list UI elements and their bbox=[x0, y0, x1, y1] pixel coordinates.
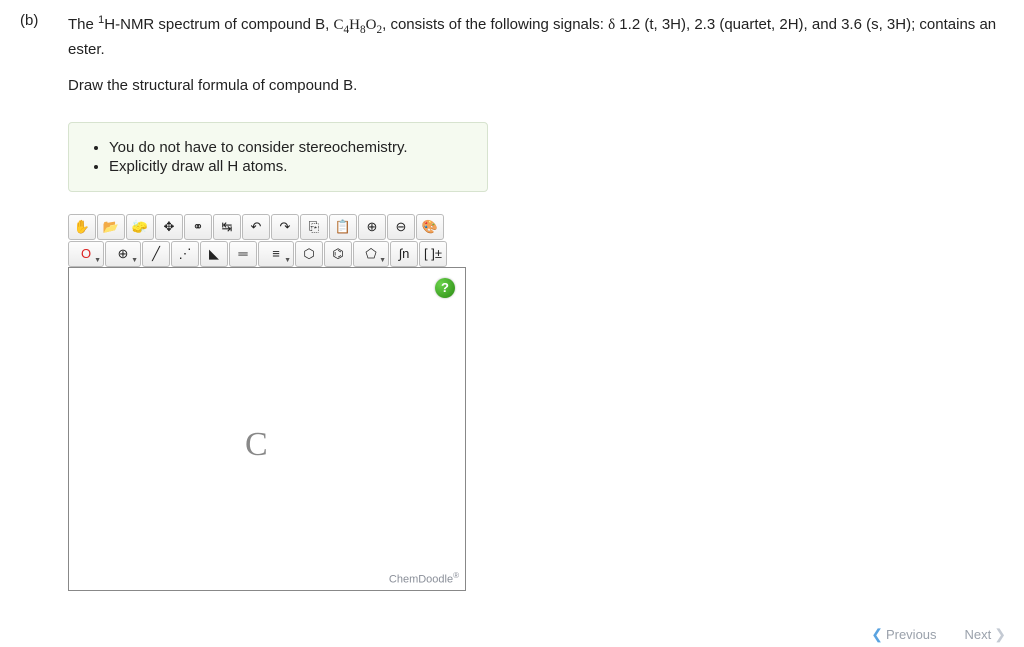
f-pre: C bbox=[334, 17, 344, 33]
hand-icon-glyph: ✋ bbox=[74, 219, 90, 235]
sketcher: ✋📂🧽✥⚭↹↶↷⎘📋⊕⊖🎨 O▼⊕▼╱⋰◣═≡▼⬡⌬⬠▼∫n[ ]± ? C C… bbox=[68, 214, 466, 591]
chevron-right-icon: ❯ bbox=[994, 626, 1006, 643]
chevron-left-icon: ❮ bbox=[871, 626, 883, 643]
part-label: (b) bbox=[20, 12, 68, 29]
single-bond-icon-glyph: ╱ bbox=[152, 246, 160, 262]
previous-button[interactable]: ❮ Previous bbox=[871, 626, 936, 643]
double-bond-icon[interactable]: ═ bbox=[229, 241, 257, 267]
erase-icon[interactable]: 🧽 bbox=[126, 214, 154, 240]
question-prompt: Draw the structural formula of compound … bbox=[68, 75, 1004, 98]
open-icon[interactable]: 📂 bbox=[97, 214, 125, 240]
dropdown-caret-icon: ▼ bbox=[131, 257, 138, 264]
paste-icon[interactable]: 📋 bbox=[329, 214, 357, 240]
hint-box: You do not have to consider stereochemis… bbox=[68, 122, 488, 192]
paste-icon-glyph: 📋 bbox=[335, 219, 351, 235]
formula: C4H8O2 bbox=[334, 17, 383, 33]
dropdown-caret-icon: ▼ bbox=[94, 257, 101, 264]
hint-item: You do not have to consider stereochemis… bbox=[109, 139, 469, 156]
f-mid: H bbox=[349, 17, 360, 33]
chain-icon[interactable]: ∫n bbox=[390, 241, 418, 267]
copy-icon[interactable]: ⎘ bbox=[300, 214, 328, 240]
triple-bond-icon-glyph: ≡ bbox=[272, 246, 280, 261]
element-o-button[interactable]: O▼ bbox=[68, 241, 104, 267]
toolbar-row-2: O▼⊕▼╱⋰◣═≡▼⬡⌬⬠▼∫n[ ]± bbox=[68, 241, 447, 267]
zoomin-icon-glyph: ⊕ bbox=[367, 219, 378, 235]
canvas-placeholder-atom[interactable]: C bbox=[245, 426, 268, 464]
dashed-bond-icon-glyph: ⋰ bbox=[179, 246, 192, 262]
redo-icon[interactable]: ↷ bbox=[271, 214, 299, 240]
next-button[interactable]: Next ❯ bbox=[965, 626, 1006, 643]
zoomout-icon-glyph: ⊖ bbox=[396, 219, 407, 235]
nav-footer: ❮ Previous Next ❯ bbox=[871, 626, 1006, 643]
f-mid2: O bbox=[366, 17, 377, 33]
color-icon[interactable]: 🎨 bbox=[416, 214, 444, 240]
chemdoodle-brand: ChemDoodle® bbox=[389, 571, 459, 586]
redo-icon-glyph: ↷ bbox=[280, 219, 291, 235]
open-icon-glyph: 📂 bbox=[103, 219, 119, 235]
toolbar: ✋📂🧽✥⚭↹↶↷⎘📋⊕⊖🎨 O▼⊕▼╱⋰◣═≡▼⬡⌬⬠▼∫n[ ]± bbox=[68, 214, 466, 267]
flip-icon[interactable]: ↹ bbox=[213, 214, 241, 240]
bracket-icon-glyph: [ ]± bbox=[424, 246, 442, 261]
cyclopentane-icon[interactable]: ⬠▼ bbox=[353, 241, 389, 267]
prev-label: Previous bbox=[886, 627, 937, 642]
benzene-icon[interactable]: ⌬ bbox=[324, 241, 352, 267]
toolbar-row-1: ✋ 📂 🧽 ✥ ⚭ ↹ ↶ ↷ ⎘ 📋 ⊕ ⊖ 🎨 bbox=[68, 214, 444, 240]
charge-icon[interactable]: ⊕▼ bbox=[105, 241, 141, 267]
copy-icon-glyph: ⎘ bbox=[309, 219, 319, 235]
clean-icon[interactable]: ⚭ bbox=[184, 214, 212, 240]
zoomin-icon[interactable]: ⊕ bbox=[358, 214, 386, 240]
chain-icon-glyph: ∫n bbox=[399, 246, 410, 261]
help-icon[interactable]: ? bbox=[435, 278, 455, 298]
cyclohexane-icon-glyph: ⬡ bbox=[303, 246, 314, 262]
center-icon[interactable]: ✥ bbox=[155, 214, 183, 240]
single-bond-icon[interactable]: ╱ bbox=[142, 241, 170, 267]
dropdown-caret-icon: ▼ bbox=[379, 257, 386, 264]
wedge-bond-icon[interactable]: ◣ bbox=[200, 241, 228, 267]
q-pre: The bbox=[68, 16, 98, 33]
drawing-canvas[interactable]: ? C ChemDoodle® bbox=[68, 267, 466, 591]
zoomout-icon[interactable]: ⊖ bbox=[387, 214, 415, 240]
color-icon-glyph: 🎨 bbox=[422, 219, 438, 235]
charge-icon-glyph: ⊕ bbox=[118, 246, 129, 262]
wedge-bond-icon-glyph: ◣ bbox=[209, 246, 219, 262]
cyclopentane-icon-glyph: ⬠ bbox=[365, 246, 376, 262]
flip-icon-glyph: ↹ bbox=[222, 219, 233, 235]
q-mid2: , consists of the following signals: bbox=[382, 16, 608, 33]
dashed-bond-icon[interactable]: ⋰ bbox=[171, 241, 199, 267]
hint-item: Explicitly draw all H atoms. bbox=[109, 158, 469, 175]
dropdown-caret-icon: ▼ bbox=[284, 257, 291, 264]
q-mid1: H-NMR spectrum of compound B, bbox=[104, 16, 333, 33]
brand-mark: ® bbox=[453, 571, 459, 580]
erase-icon-glyph: 🧽 bbox=[132, 219, 148, 235]
undo-icon-glyph: ↶ bbox=[251, 219, 262, 235]
double-bond-icon-glyph: ═ bbox=[238, 246, 247, 261]
brand-text: ChemDoodle bbox=[389, 574, 453, 586]
next-label: Next bbox=[965, 627, 992, 642]
center-icon-glyph: ✥ bbox=[164, 219, 175, 235]
clean-icon-glyph: ⚭ bbox=[193, 219, 204, 235]
undo-icon[interactable]: ↶ bbox=[242, 214, 270, 240]
cyclohexane-icon[interactable]: ⬡ bbox=[295, 241, 323, 267]
question-text: The 1H-NMR spectrum of compound B, C4H8O… bbox=[68, 12, 1004, 61]
bracket-icon[interactable]: [ ]± bbox=[419, 241, 447, 267]
element-o-button-glyph: O bbox=[81, 246, 91, 261]
hand-icon[interactable]: ✋ bbox=[68, 214, 96, 240]
triple-bond-icon[interactable]: ≡▼ bbox=[258, 241, 294, 267]
benzene-icon-glyph: ⌬ bbox=[332, 246, 343, 262]
